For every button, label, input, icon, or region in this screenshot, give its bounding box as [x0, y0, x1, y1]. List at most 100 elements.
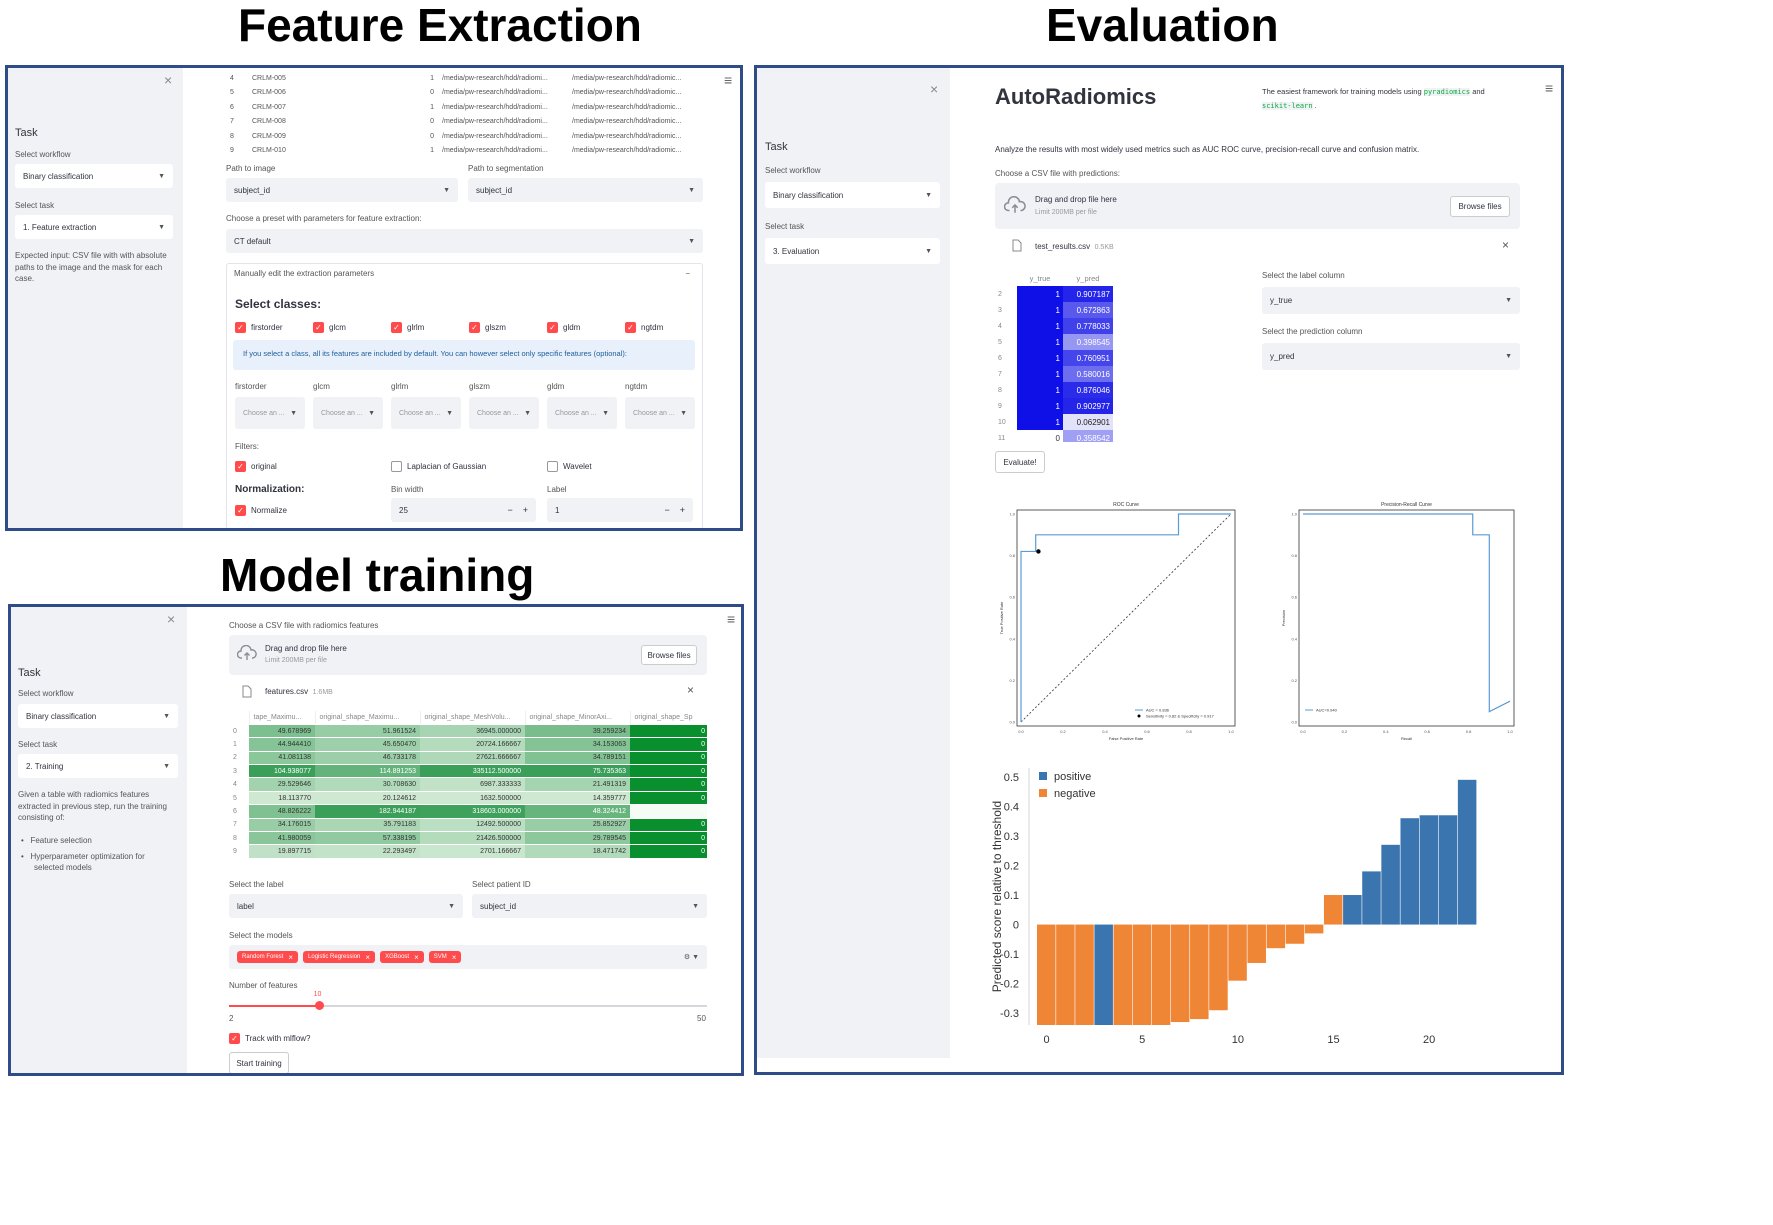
- model-tag[interactable]: Random Forest ×: [237, 951, 299, 963]
- pred-column-select[interactable]: y_pred ▼: [1262, 343, 1520, 370]
- close-sidebar-button[interactable]: ×: [164, 72, 173, 88]
- remove-tag-icon[interactable]: ×: [414, 952, 419, 962]
- model-tags: Random Forest × Logistic Regression × XGBoos…: [237, 951, 466, 963]
- column-header[interactable]: y_pred: [1063, 270, 1113, 286]
- mlflow-checkbox[interactable]: ✓ Track with mlflow?: [229, 1033, 311, 1044]
- patient-id-select[interactable]: subject_id ▼: [472, 894, 707, 918]
- table-cell: 0.902977: [1063, 398, 1113, 414]
- model-tag[interactable]: XGBoost ×: [380, 951, 424, 963]
- table-cell: 0: [630, 737, 707, 752]
- browse-files-button[interactable]: Browse files: [1450, 196, 1510, 217]
- task-select[interactable]: 3. Evaluation ▼: [765, 238, 940, 264]
- table-row: 8 1 0.876046: [995, 382, 1113, 398]
- file-uploader[interactable]: Drag and drop file here Limit 200MB per …: [229, 635, 707, 675]
- class-checkbox-glrlm[interactable]: ✓ glrlm: [391, 322, 424, 333]
- path-seg-select[interactable]: subject_id ▼: [468, 178, 703, 202]
- expander-title: Manually edit the extraction parameters: [234, 269, 375, 278]
- multiselect-controls-icon[interactable]: ⚙ ▼: [683, 954, 699, 961]
- bar: [1438, 815, 1458, 925]
- class-checkbox-gldm[interactable]: ✓ gldm: [547, 322, 580, 333]
- start-training-button[interactable]: Start training: [229, 1052, 289, 1073]
- predictions-dataframe[interactable]: y_true y_pred 2 1 0.907187 3 1 0.672863 4 1 0.778…: [995, 270, 1115, 442]
- class-checkbox-firstorder[interactable]: ✓ firstorder: [235, 322, 283, 333]
- task-select[interactable]: 1. Feature extraction ▼: [15, 215, 173, 239]
- remove-tag-icon[interactable]: ×: [365, 952, 371, 962]
- column-header[interactable]: original_shape_Sp: [630, 711, 707, 725]
- path-image-select[interactable]: subject_id ▼: [226, 178, 458, 202]
- menu-icon[interactable]: ≡: [1545, 80, 1554, 96]
- model-tag[interactable]: Logistic Regression ×: [303, 951, 376, 963]
- features-dataframe[interactable]: tape_Maximu... original_shape_Maximu... or…: [229, 711, 707, 869]
- column-header[interactable]: original_shape_MeshVolu...: [420, 711, 526, 725]
- x-tick-label: 0.4: [1383, 729, 1389, 734]
- remove-file-button[interactable]: ×: [1502, 238, 1510, 252]
- column-header[interactable]: [229, 711, 250, 725]
- menu-icon[interactable]: ≡: [724, 72, 733, 88]
- workflow-value: Binary classification: [773, 190, 844, 200]
- plus-icon[interactable]: +: [679, 505, 685, 515]
- table-cell: 5: [230, 89, 234, 97]
- table-row: 2 41.081138 46.733178 27621.666667 34.789151…: [229, 751, 707, 766]
- workflow-select[interactable]: Binary classification ▼: [15, 164, 173, 188]
- filter-checkbox-0[interactable]: ✓ original: [235, 461, 277, 472]
- bin-width-input[interactable]: 25 − +: [391, 498, 536, 522]
- column-header[interactable]: y_true: [1017, 270, 1063, 286]
- filter-checkbox-1[interactable]: Laplacian of Gaussian: [391, 461, 486, 472]
- class-checkbox-ngtdm[interactable]: ✓ ngtdm: [625, 322, 663, 333]
- slider-handle[interactable]: [314, 1001, 324, 1010]
- bullet-list: • Feature selection • Hyperparameter opt…: [21, 835, 171, 874]
- class-checkbox-glcm[interactable]: ✓ glcm: [313, 322, 346, 333]
- label-column-select[interactable]: y_true ▼: [1262, 287, 1520, 314]
- column-header[interactable]: original_shape_MinorAxi...: [525, 711, 631, 725]
- label-steppers[interactable]: − +: [664, 505, 685, 515]
- class-feature-select-glrlm[interactable]: Choose an ... ▼: [391, 397, 461, 429]
- table-cell: 0: [630, 724, 707, 739]
- workflow-select[interactable]: Binary classification ▼: [765, 182, 940, 208]
- bar: [1457, 779, 1477, 925]
- class-feature-select-gldm[interactable]: Choose an ... ▼: [547, 397, 617, 429]
- file-uploader[interactable]: Drag and drop file here Limit 200MB per …: [995, 183, 1520, 229]
- column-header[interactable]: [995, 270, 1017, 286]
- models-multiselect[interactable]: Random Forest × Logistic Regression × XGBoos…: [229, 945, 707, 969]
- label-select[interactable]: label ▼: [229, 894, 463, 918]
- chevron-down-icon: ▼: [158, 223, 165, 231]
- filter-checkbox-2[interactable]: Wavelet: [547, 461, 592, 472]
- model-tag-label: XGBoost: [385, 954, 410, 960]
- class-feature-select-firstorder[interactable]: Choose an ... ▼: [235, 397, 305, 429]
- class-feature-select-glszm[interactable]: Choose an ... ▼: [469, 397, 539, 429]
- class-feature-select-ngtdm[interactable]: Choose an ... ▼: [625, 397, 695, 429]
- expander-header[interactable]: Manually edit the extraction parameters −: [234, 269, 694, 278]
- remove-file-button[interactable]: ×: [687, 683, 695, 697]
- close-sidebar-button[interactable]: ×: [167, 611, 176, 627]
- workflow-select[interactable]: Binary classification ▼: [18, 704, 178, 728]
- minus-icon[interactable]: −: [507, 505, 513, 515]
- browse-files-button[interactable]: Browse files: [641, 645, 697, 665]
- class-feature-select-glcm[interactable]: Choose an ... ▼: [313, 397, 383, 429]
- input-dataframe[interactable]: 4 CRLM-005 1/media/pw-research/hdd/radiomi…: [226, 71, 704, 158]
- evaluate-button[interactable]: Evaluate!: [995, 451, 1045, 473]
- minus-icon[interactable]: −: [664, 505, 670, 515]
- label-value-input[interactable]: 1 − +: [547, 498, 693, 522]
- bin-width-steppers[interactable]: − +: [507, 505, 528, 515]
- select-task-label: Select task: [765, 222, 805, 231]
- column-header[interactable]: tape_Maximu...: [249, 711, 316, 725]
- task-select[interactable]: 2. Training ▼: [18, 754, 178, 778]
- class-checkbox-glszm[interactable]: ✓ glszm: [469, 322, 506, 333]
- remove-tag-icon[interactable]: ×: [451, 952, 457, 962]
- table-cell: 29.529646: [249, 777, 315, 792]
- table-cell: 1: [1017, 398, 1063, 414]
- remove-tag-icon[interactable]: ×: [288, 952, 294, 962]
- model-tag[interactable]: SVM ×: [428, 951, 462, 963]
- table-cell: 7: [995, 366, 1017, 382]
- column-header[interactable]: original_shape_Maximu...: [315, 711, 421, 725]
- select-classes-heading: Select classes:: [235, 297, 322, 311]
- normalize-checkbox[interactable]: ✓ Normalize: [235, 505, 287, 516]
- plus-icon[interactable]: +: [522, 505, 528, 515]
- nfeat-slider[interactable]: 10: [229, 991, 707, 1017]
- menu-icon[interactable]: ≡: [727, 611, 736, 627]
- preset-select[interactable]: CT default ▼: [226, 229, 703, 253]
- table-cell: 182.944187: [315, 804, 420, 819]
- select-models-label: Select the models: [229, 931, 293, 940]
- table-cell: 20724.166667: [420, 737, 525, 752]
- close-sidebar-button[interactable]: ×: [930, 81, 939, 97]
